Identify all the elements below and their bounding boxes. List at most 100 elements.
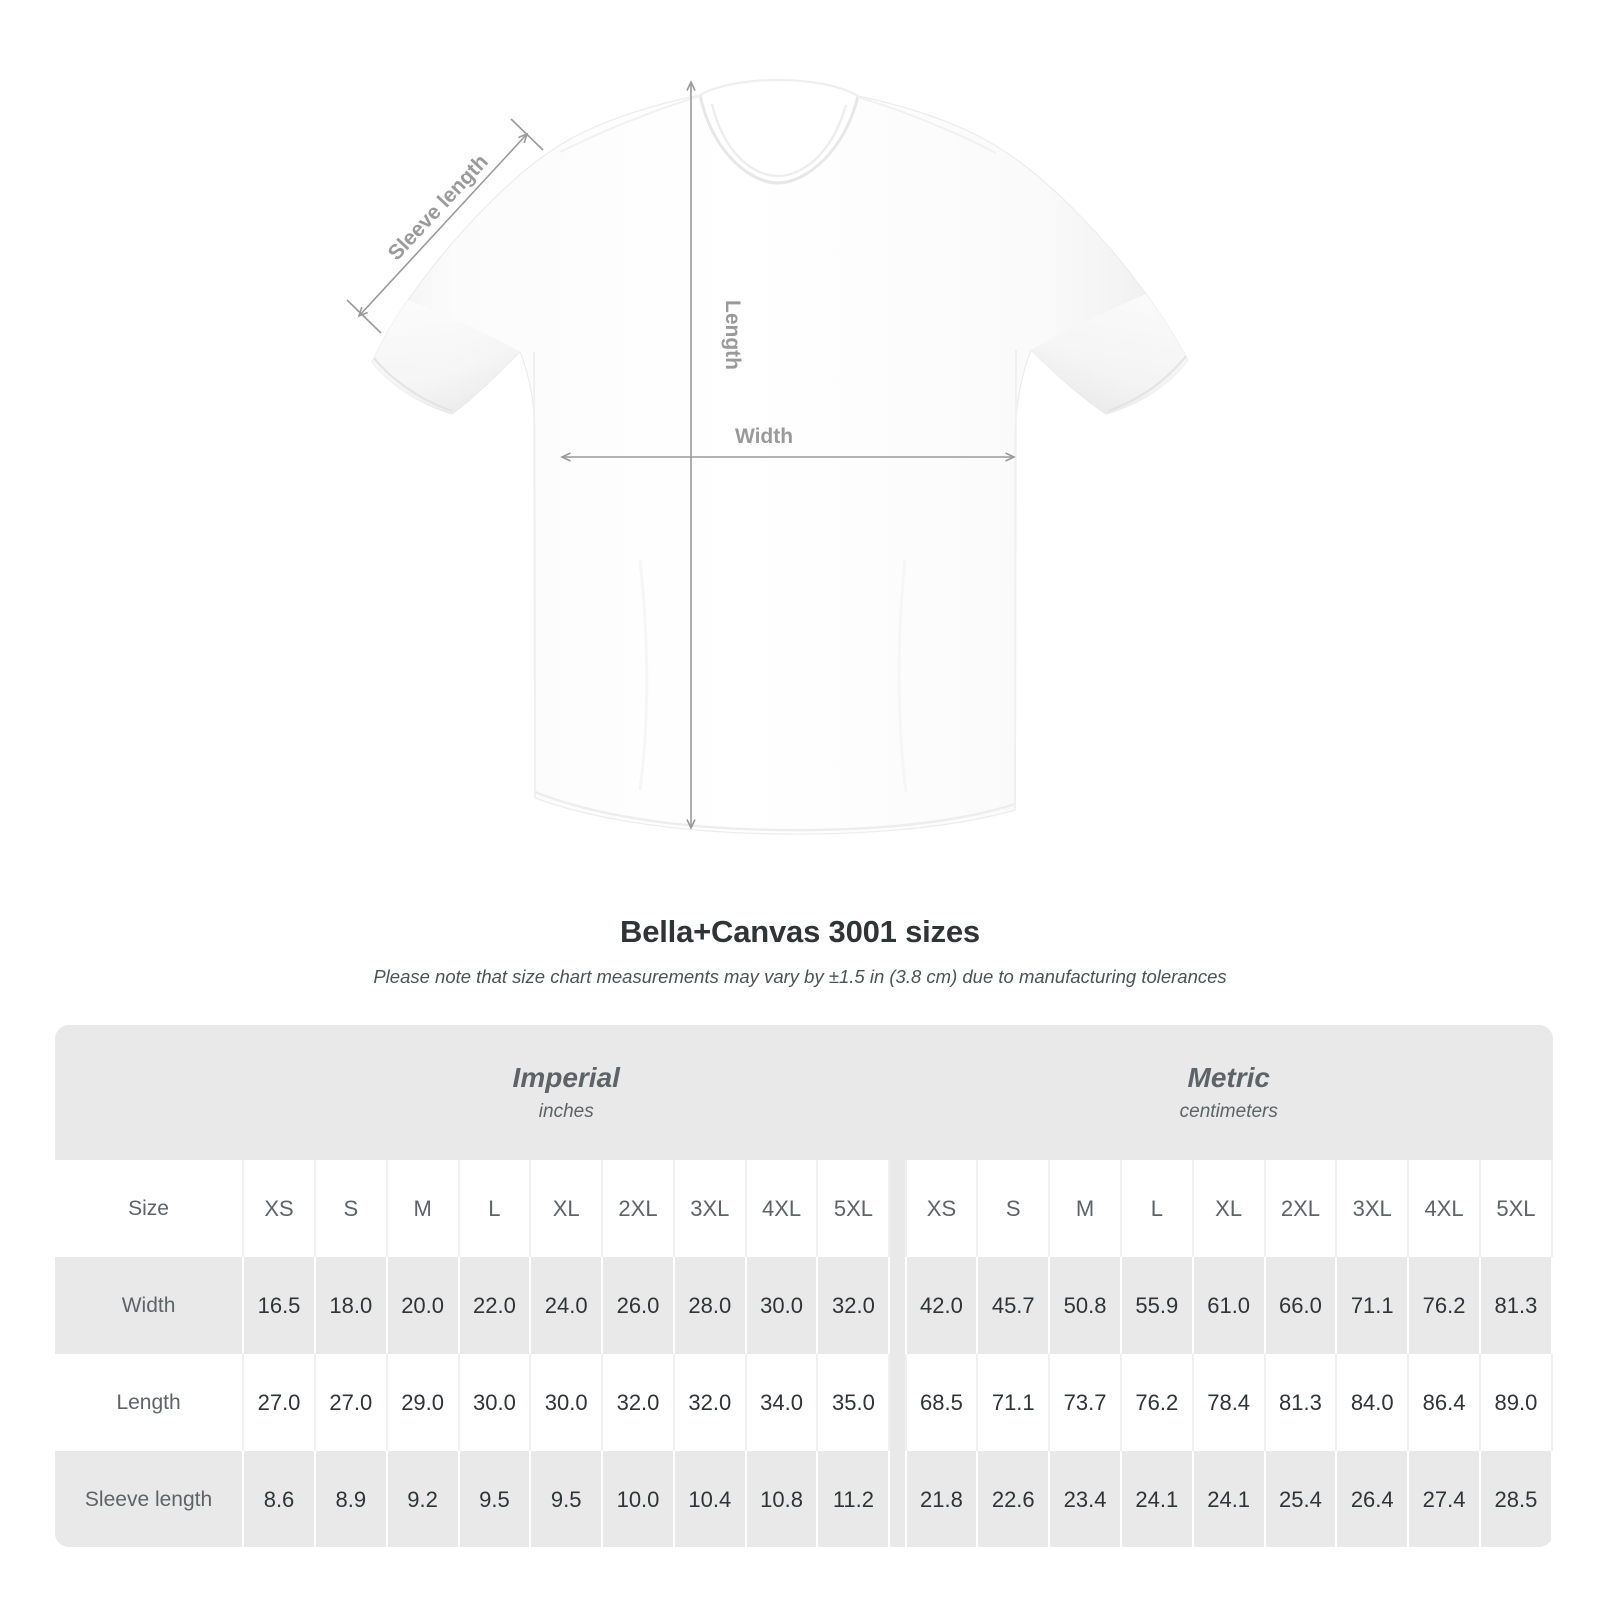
page-title: Bella+Canvas 3001 sizes xyxy=(620,914,980,949)
length-imperial-5xl: 35.0 xyxy=(816,1354,891,1451)
size-row-label: Size xyxy=(55,1160,244,1257)
sleeve-tick-lower xyxy=(346,299,382,334)
width-label: Width xyxy=(735,425,793,448)
sleeve-metric-xs: 21.8 xyxy=(904,1451,979,1547)
size-header-metric-xs: XS xyxy=(904,1160,979,1257)
length-imperial-2xl: 32.0 xyxy=(601,1354,675,1451)
sleeve-imperial-xs: 8.6 xyxy=(242,1451,316,1547)
sleeve-row-gap xyxy=(889,1451,906,1547)
sleeve-metric-xl: 24.1 xyxy=(1191,1451,1266,1547)
sleeve-metric-5xl: 28.5 xyxy=(1478,1451,1553,1547)
size-chart-table: Imperial inches Metric centimeters Size … xyxy=(55,1025,1553,1547)
size-header-row: Size XS S M L XL 2XL 3XL 4XL 5XL XS S M … xyxy=(55,1160,1553,1257)
sleeve-imperial-2xl: 10.0 xyxy=(601,1451,675,1547)
length-imperial-s: 27.0 xyxy=(313,1354,388,1451)
size-header-imperial-xl: XL xyxy=(529,1160,604,1257)
sleeve-imperial-3xl: 10.4 xyxy=(672,1451,747,1547)
sleeve-metric-l: 24.1 xyxy=(1119,1451,1194,1547)
metric-unit-name: Metric xyxy=(1187,1061,1270,1093)
width-imperial-5xl: 32.0 xyxy=(816,1257,891,1354)
width-metric-l: 55.9 xyxy=(1119,1257,1194,1354)
width-metric-s: 45.7 xyxy=(976,1257,1051,1354)
size-diagram: Length Width Sleeve length xyxy=(346,78,1189,835)
unit-header-spacer xyxy=(55,1025,244,1160)
sleeve-metric-2xl: 25.4 xyxy=(1263,1451,1338,1547)
width-metric-m: 50.8 xyxy=(1048,1257,1122,1354)
length-metric-4xl: 86.4 xyxy=(1407,1354,1481,1451)
sleeve-imperial-s: 8.9 xyxy=(313,1451,388,1547)
width-imperial-xs: 16.5 xyxy=(242,1257,316,1354)
length-metric-l: 76.2 xyxy=(1119,1354,1194,1451)
width-imperial-m: 20.0 xyxy=(385,1257,460,1354)
length-imperial-3xl: 32.0 xyxy=(672,1354,747,1451)
length-imperial-xs: 27.0 xyxy=(242,1354,316,1451)
row-label-length: Length xyxy=(55,1354,244,1451)
length-metric-xl: 78.4 xyxy=(1191,1354,1266,1451)
sleeve-imperial-l: 9.5 xyxy=(457,1451,532,1547)
table-row-sleeve-length: Sleeve length 8.6 8.9 9.2 9.5 9.5 10.0 1… xyxy=(55,1451,1553,1547)
sleeve-imperial-xl: 9.5 xyxy=(529,1451,604,1547)
size-header-metric-l: L xyxy=(1119,1160,1194,1257)
width-metric-2xl: 66.0 xyxy=(1263,1257,1338,1354)
size-chart-table-container: Imperial inches Metric centimeters Size … xyxy=(55,1025,1553,1547)
table-row-length: Length 27.0 27.0 29.0 30.0 30.0 32.0 32.… xyxy=(55,1354,1553,1451)
imperial-unit-sub: inches xyxy=(538,1100,594,1122)
length-metric-m: 73.7 xyxy=(1048,1354,1122,1451)
width-imperial-xl: 24.0 xyxy=(529,1257,604,1354)
width-metric-5xl: 81.3 xyxy=(1478,1257,1553,1354)
size-header-metric-2xl: 2XL xyxy=(1263,1160,1338,1257)
length-label: Length xyxy=(721,300,744,370)
size-header-imperial-m: M xyxy=(385,1160,460,1257)
sleeve-metric-s: 22.6 xyxy=(976,1451,1051,1547)
width-imperial-l: 22.0 xyxy=(457,1257,532,1354)
tshirt-diagram-svg: Length Width Sleeve length xyxy=(346,78,1189,835)
size-header-metric-m: M xyxy=(1048,1160,1122,1257)
length-imperial-xl: 30.0 xyxy=(529,1354,604,1451)
metric-unit-header: Metric centimeters xyxy=(905,1025,1552,1160)
sleeve-imperial-4xl: 10.8 xyxy=(744,1451,819,1547)
length-metric-xs: 68.5 xyxy=(904,1354,979,1451)
length-metric-2xl: 81.3 xyxy=(1263,1354,1338,1451)
width-dimension: Width xyxy=(562,425,1014,457)
tolerance-note: Please note that size chart measurements… xyxy=(373,966,1227,987)
size-header-imperial-l: L xyxy=(457,1160,532,1257)
chart-heading: Bella+Canvas 3001 sizes Please note that… xyxy=(0,912,1600,992)
size-header-imperial-xs: XS xyxy=(242,1160,316,1257)
length-metric-5xl: 89.0 xyxy=(1478,1354,1553,1451)
length-imperial-4xl: 34.0 xyxy=(744,1354,819,1451)
unit-header-row: Imperial inches Metric centimeters xyxy=(55,1025,1552,1160)
size-header-imperial-2xl: 2XL xyxy=(601,1160,675,1257)
width-imperial-s: 18.0 xyxy=(313,1257,388,1354)
row-label-width: Width xyxy=(55,1257,244,1354)
size-header-metric-5xl: 5XL xyxy=(1478,1160,1553,1257)
unit-header-gap xyxy=(889,1025,906,1160)
row-label-sleeve-length: Sleeve length xyxy=(55,1451,244,1547)
sleeve-length-arrow xyxy=(359,134,527,316)
width-metric-3xl: 71.1 xyxy=(1335,1257,1410,1354)
size-header-metric-s: S xyxy=(976,1160,1051,1257)
width-metric-xs: 42.0 xyxy=(904,1257,979,1354)
length-metric-s: 71.1 xyxy=(976,1354,1051,1451)
table-row-width: Width 16.5 18.0 20.0 22.0 24.0 26.0 28.0… xyxy=(55,1257,1553,1354)
tshirt-illustration xyxy=(371,78,1189,835)
size-header-imperial-s: S xyxy=(313,1160,388,1257)
size-header-imperial-4xl: 4XL xyxy=(744,1160,819,1257)
width-metric-4xl: 76.2 xyxy=(1407,1257,1481,1354)
width-imperial-4xl: 30.0 xyxy=(744,1257,819,1354)
width-imperial-3xl: 28.0 xyxy=(672,1257,747,1354)
sleeve-imperial-5xl: 11.2 xyxy=(816,1451,891,1547)
sleeve-metric-m: 23.4 xyxy=(1048,1451,1122,1547)
sleeve-metric-3xl: 26.4 xyxy=(1335,1451,1410,1547)
size-header-gap xyxy=(889,1160,906,1257)
imperial-unit-header: Imperial inches xyxy=(243,1025,890,1160)
width-row-gap xyxy=(889,1257,906,1354)
width-metric-xl: 61.0 xyxy=(1191,1257,1266,1354)
size-header-metric-4xl: 4XL xyxy=(1407,1160,1481,1257)
sleeve-imperial-m: 9.2 xyxy=(385,1451,460,1547)
metric-unit-sub: centimeters xyxy=(1179,1100,1278,1122)
length-imperial-m: 29.0 xyxy=(385,1354,460,1451)
width-imperial-2xl: 26.0 xyxy=(601,1257,675,1354)
length-imperial-l: 30.0 xyxy=(457,1354,532,1451)
imperial-unit-name: Imperial xyxy=(512,1061,620,1093)
size-header-imperial-5xl: 5XL xyxy=(816,1160,891,1257)
